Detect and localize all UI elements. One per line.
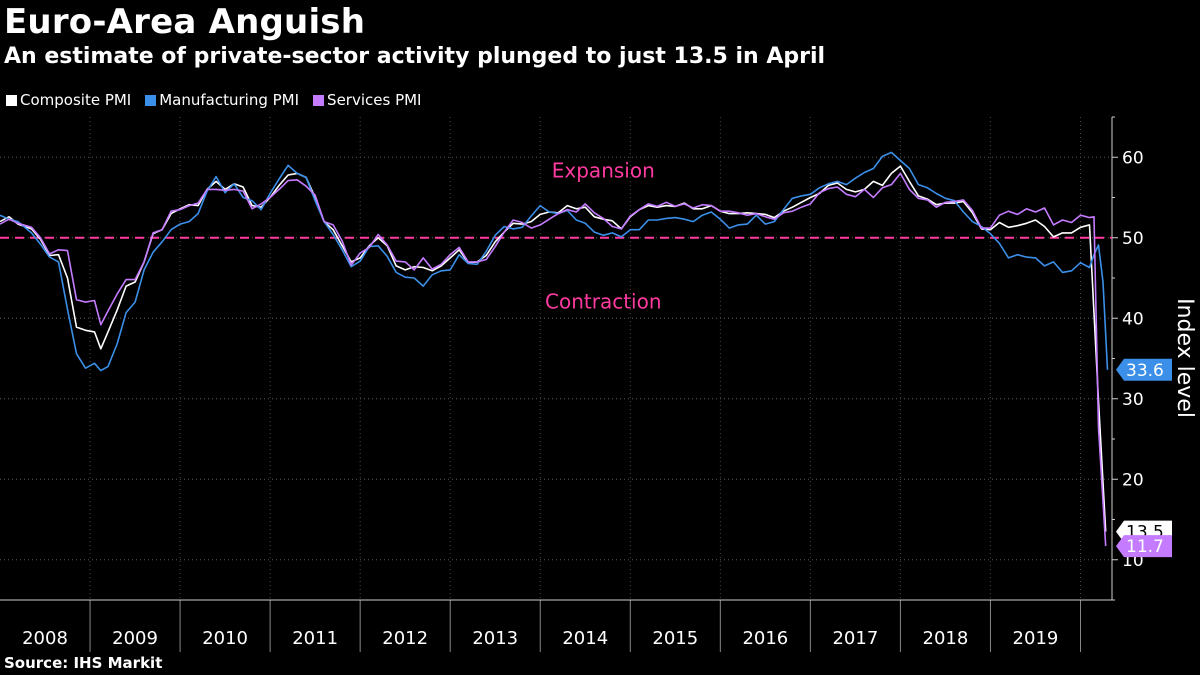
chart-subtitle: An estimate of private-sector activity p…: [4, 44, 826, 69]
legend-item: Manufacturing PMI: [145, 91, 299, 109]
x-tick-label: 2019: [1013, 628, 1059, 649]
y-axis-label: Index level: [1172, 298, 1197, 418]
y-tick-label: 50: [1122, 229, 1144, 249]
legend-label: Composite PMI: [20, 91, 132, 109]
last-value-badge: [1116, 358, 1172, 381]
y-tick-label: 60: [1122, 148, 1144, 168]
legend-item: Services PMI: [313, 91, 421, 109]
legend-swatch: [313, 94, 325, 106]
x-tick-label: 2010: [202, 628, 248, 649]
x-tick-label: 2016: [742, 628, 788, 649]
zone-annotation: Expansion: [552, 158, 655, 182]
x-tick-label: 2018: [923, 628, 969, 649]
chart-title: Euro-Area Anguish: [4, 2, 366, 42]
legend-item: Composite PMI: [6, 91, 131, 109]
legend-label: Services PMI: [327, 91, 422, 109]
x-tick-label: 2014: [562, 628, 608, 649]
legend-swatch: [6, 94, 17, 106]
x-tick-label: 2012: [382, 628, 428, 649]
legend-swatch: [145, 94, 157, 106]
series-line: [0, 172, 1107, 547]
x-tick-label: 2013: [472, 628, 518, 649]
x-tick-label: 2015: [652, 628, 698, 649]
last-value-label: 11.7: [1126, 537, 1164, 557]
series-line: [0, 151, 1109, 372]
y-tick-label: 20: [1122, 470, 1144, 490]
x-tick-label: 2011: [292, 628, 338, 649]
y-tick-label: 40: [1122, 309, 1144, 329]
zone-annotation: Contraction: [545, 290, 662, 314]
x-tick-label: 2017: [832, 628, 878, 649]
last-value-badge: [1116, 535, 1172, 558]
legend: Composite PMI Manufacturing PMI Services P…: [6, 91, 421, 109]
y-tick-label: 30: [1122, 390, 1144, 410]
source-note: Source: IHS Markit: [4, 654, 163, 672]
x-tick-label: 2009: [112, 628, 158, 649]
x-tick-label: 2008: [22, 628, 68, 649]
legend-label: Manufacturing PMI: [159, 91, 300, 109]
last-value-label: 33.6: [1126, 361, 1164, 381]
